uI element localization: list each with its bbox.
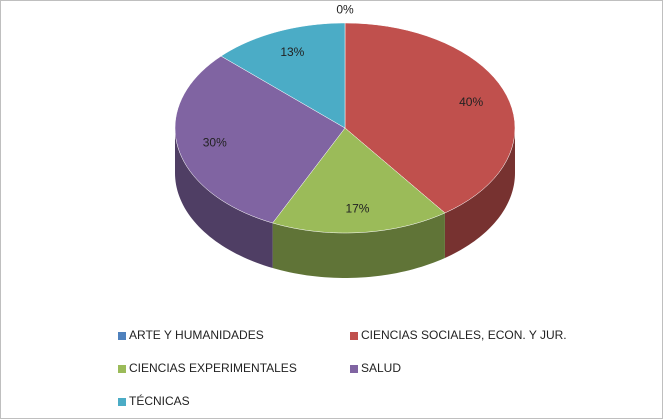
slice-side [272, 212, 445, 278]
legend-swatch [350, 332, 358, 340]
legend-label: TÉCNICAS [129, 393, 190, 408]
legend-label: CIENCIAS EXPERIMENTALES [129, 361, 297, 375]
legend-label: SALUD [361, 361, 401, 375]
legend-label: ARTE Y HUMANIDADES [129, 328, 264, 342]
data-label: 17% [345, 202, 369, 216]
data-label: 0% [336, 3, 354, 17]
slice [272, 127, 446, 234]
data-label: 30% [203, 136, 227, 150]
legend-label: CIENCIAS SOCIALES, ECON. Y JUR. [361, 328, 567, 342]
data-label: 40% [459, 95, 483, 109]
slice-side [175, 128, 273, 269]
slice-side [444, 128, 515, 258]
legend-swatch [118, 398, 126, 406]
legend-swatch [118, 365, 126, 373]
slice [344, 22, 516, 214]
slice [174, 55, 346, 224]
legend-swatch [118, 332, 126, 340]
data-label: 13% [280, 45, 304, 59]
slice [220, 22, 346, 129]
legend-swatch [350, 365, 358, 373]
